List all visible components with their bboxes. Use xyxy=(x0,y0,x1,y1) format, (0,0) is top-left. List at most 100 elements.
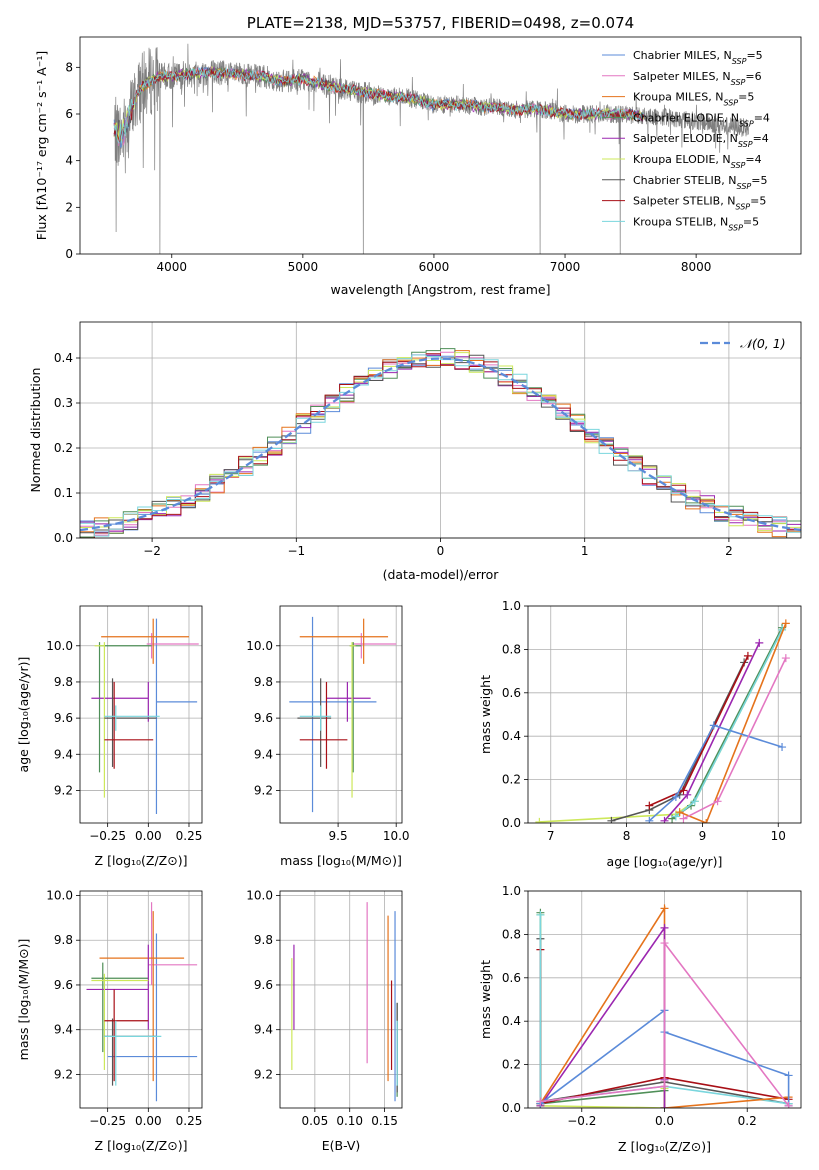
series-pink xyxy=(679,654,790,823)
point-marker xyxy=(675,808,684,817)
errorbar-purple xyxy=(91,681,149,722)
x-tick-label: 4000 xyxy=(156,260,187,274)
y-tick-label: 0.4 xyxy=(54,351,73,365)
y-tick-label: 0.3 xyxy=(54,396,73,410)
point-marker xyxy=(536,910,545,919)
series-red xyxy=(645,651,752,810)
x-tick-label: 0.05 xyxy=(301,1114,328,1128)
errorbar-pink xyxy=(148,902,198,985)
y-tick-label: 0.8 xyxy=(502,642,521,656)
legend-label: Kroupa MILES, NSSP=5 xyxy=(633,91,754,108)
chart-mass-weight-vs-age: 7 8 9 10 0.0 0.2 0.4 0.6 0.8 1.0 age [log₁₀(age/yr… xyxy=(478,599,802,869)
series-pink xyxy=(536,939,793,1108)
chart-residuals: −2 −1 0 1 2 0.0 0.1 0.2 0.3 0.4 𝒩(0, 1) (data-model… xyxy=(28,321,802,582)
plot-area xyxy=(80,348,801,538)
y-tick-label: 1.0 xyxy=(502,884,521,898)
axes-frame xyxy=(527,890,802,1109)
y-axis-label: age [log₁₀(age/yr)] xyxy=(16,657,31,773)
series-blue xyxy=(645,721,787,823)
errorbar-green xyxy=(91,962,149,1053)
y-tick-label: 9.8 xyxy=(54,675,73,689)
chart-mass-vs-Z: −0.25 0.00 0.25 9.2 9.4 9.6 9.8 10.0 Z [log₁₀(Z/… xyxy=(16,888,203,1153)
plot-area xyxy=(86,902,198,1102)
histogram-step-green xyxy=(80,348,801,538)
point-marker xyxy=(535,817,544,823)
y-tick-label: 0.6 xyxy=(502,971,521,985)
chart-title: PLATE=2138, MJD=53757, FIBERID=0498, z=0… xyxy=(247,14,634,32)
axes-frame xyxy=(279,605,403,824)
errorbar-yellow xyxy=(94,642,106,798)
point-marker xyxy=(679,786,688,795)
y-tick-label: 0.0 xyxy=(54,531,73,545)
y-tick-label: 9.4 xyxy=(254,1023,273,1037)
x-axis-label: Z [log₁₀(Z/Z⊙)] xyxy=(95,1138,188,1153)
legend-label: 𝒩(0, 1) xyxy=(740,336,786,351)
x-tick-label: 0 xyxy=(437,544,445,558)
errorbar-gray xyxy=(104,678,157,767)
x-tick-label: 9 xyxy=(699,829,707,843)
plot-area xyxy=(535,619,790,823)
errorbar-orange xyxy=(299,618,389,664)
x-tick-label: 5000 xyxy=(288,260,319,274)
y-tick-label: 0.2 xyxy=(502,773,521,787)
gridlines xyxy=(80,891,202,1108)
x-tick-label: 2 xyxy=(725,544,733,558)
x-tick-label: −0.25 xyxy=(89,1114,126,1128)
series-purple xyxy=(660,638,764,823)
x-axis-label: mass [log₁₀(M/M⊙)] xyxy=(280,853,402,868)
point-marker xyxy=(660,816,669,823)
point-marker xyxy=(645,801,654,810)
legend-label: Kroupa ELODIE, NSSP=4 xyxy=(633,153,762,170)
x-tick-label: 0.0 xyxy=(655,1114,674,1128)
y-tick-label: 9.6 xyxy=(254,711,273,725)
axes-frame xyxy=(527,605,802,824)
gridlines xyxy=(280,891,402,1108)
x-tick-label: 7 xyxy=(547,829,555,843)
x-tick-label: −2 xyxy=(143,544,161,558)
legend-label: Chabrier ELODIE, NSSP=4 xyxy=(633,111,770,128)
errorbar-blue xyxy=(107,933,198,1102)
y-axis-label: mass [log₁₀(M/M⊙)] xyxy=(16,939,31,1061)
y-tick-label: 9.2 xyxy=(254,783,273,797)
x-tick-label: 10.0 xyxy=(383,829,410,843)
y-tick-label: 9.2 xyxy=(54,1067,73,1081)
legend-label: Salpeter ELODIE, NSSP=4 xyxy=(633,132,769,149)
y-tick-label: 9.6 xyxy=(54,978,73,992)
x-tick-label: 0.25 xyxy=(176,829,203,843)
y-tick-label: 10.0 xyxy=(246,639,273,653)
y-tick-label: 8 xyxy=(65,60,73,74)
y-tick-label: 0.4 xyxy=(502,729,521,743)
point-marker xyxy=(743,651,752,660)
y-tick-label: 0.0 xyxy=(502,816,521,830)
errorbar-cyan xyxy=(104,1020,162,1086)
x-tick-label: 0.15 xyxy=(371,1114,398,1128)
errorbar-cyan xyxy=(299,705,332,731)
y-tick-label: 0 xyxy=(65,247,73,261)
y-tick-label: 9.6 xyxy=(54,711,73,725)
point-marker xyxy=(660,939,669,948)
x-tick-label: 9.5 xyxy=(329,829,348,843)
x-tick-label: 7000 xyxy=(550,260,581,274)
x-axis-label: E(B-V) xyxy=(322,1138,361,1153)
x-axis-label: wavelength [Angstrom, rest frame] xyxy=(330,282,550,297)
series-line xyxy=(540,940,790,1107)
legend-label: Salpeter MILES, NSSP=6 xyxy=(633,70,762,87)
point-marker xyxy=(660,904,669,913)
series-line xyxy=(671,627,783,820)
chart-mass-weight-vs-Z: −0.2 0.0 0.2 0.0 0.2 0.4 0.6 0.8 1.0 Z [log₁₀(Z/Z… xyxy=(478,884,802,1154)
errorbar-yellow xyxy=(349,642,356,798)
x-tick-label: 0.25 xyxy=(176,1114,203,1128)
y-tick-label: 9.8 xyxy=(254,933,273,947)
gridlines xyxy=(528,605,801,824)
point-marker xyxy=(690,797,699,806)
x-axis-label: Z [log₁₀(Z/Z⊙)] xyxy=(95,853,188,868)
plot-area xyxy=(91,618,199,814)
normal-pdf-line xyxy=(80,357,801,532)
y-tick-label: 0.8 xyxy=(502,927,521,941)
plot-area xyxy=(289,616,397,813)
legend-label: Salpeter STELIB, NSSP=5 xyxy=(633,195,766,212)
chart-age-vs-Z: −0.25 0.00 0.25 9.2 9.4 9.6 9.8 10.0 Z [log₁₀(Z/… xyxy=(16,605,203,868)
point-marker xyxy=(660,1104,669,1108)
point-marker xyxy=(781,654,790,663)
y-tick-label: 6 xyxy=(65,107,73,121)
